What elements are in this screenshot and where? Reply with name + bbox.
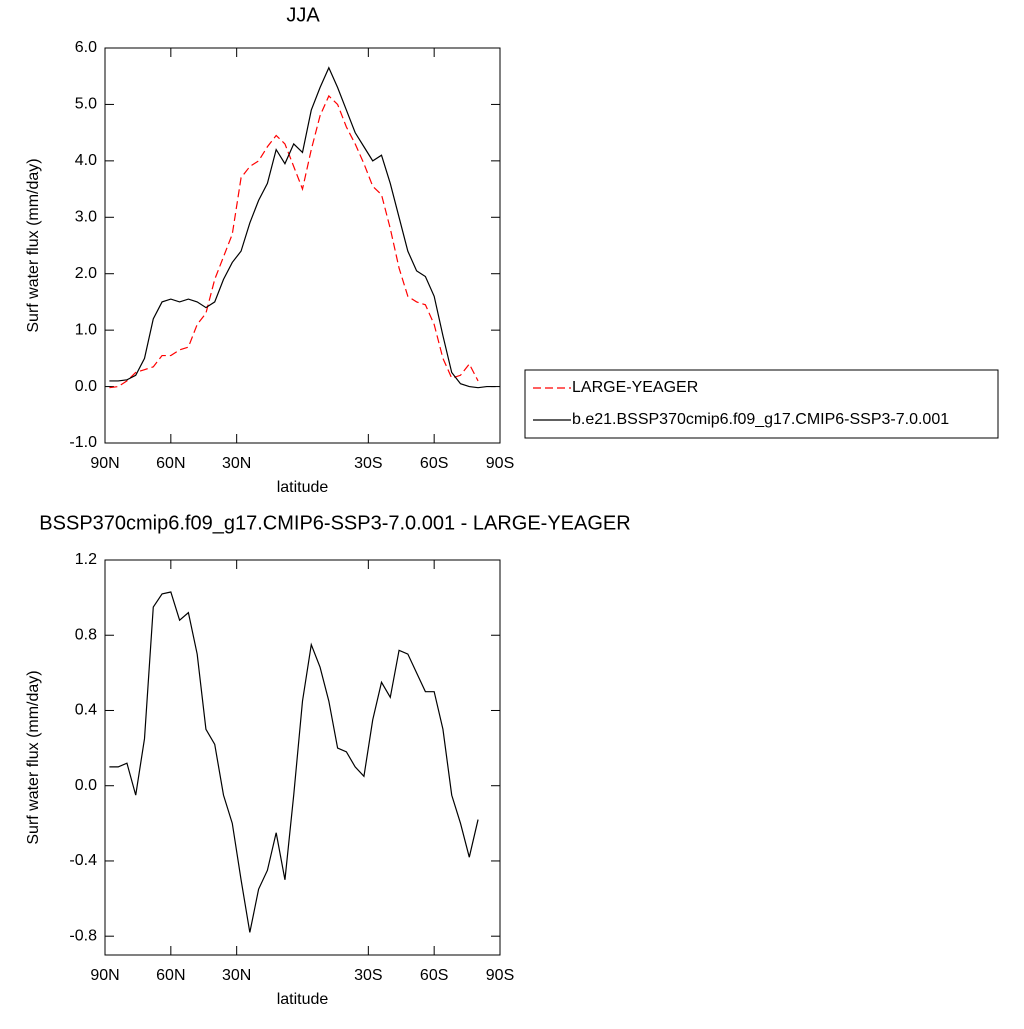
plot-frame — [104, 559, 501, 956]
x-tick-label: 60N — [156, 455, 185, 472]
x-tick-label: 90N — [90, 967, 119, 984]
y-tick-label: 5.0 — [75, 96, 97, 113]
legend-label: b.e21.BSSP370cmip6.f09_g17.CMIP6-SSP3-7.… — [572, 411, 949, 428]
y-tick-label: 1.0 — [75, 321, 97, 338]
plot-frame — [104, 47, 501, 444]
y-tick-label: 4.0 — [75, 152, 97, 169]
data-line — [109, 66, 496, 389]
y-tick-label: 2.0 — [75, 265, 97, 282]
x-tick-label: 90S — [486, 967, 514, 984]
x-tick-label: 90N — [90, 455, 119, 472]
y-tick-label: -0.8 — [69, 927, 97, 944]
chart-title: JJA — [286, 4, 320, 26]
x-tick-label: 60S — [420, 967, 448, 984]
y-tick-label: 1.2 — [75, 551, 97, 568]
legend-box — [524, 369, 999, 439]
x-tick-label: 30S — [354, 967, 382, 984]
y-axis-label: Surf water flux (mm/day) — [25, 670, 42, 844]
chart-title: BSSP370cmip6.f09_g17.CMIP6-SSP3-7.0.001 … — [39, 512, 630, 534]
x-tick-label: 30S — [354, 455, 382, 472]
y-tick-label: 3.0 — [75, 209, 97, 226]
data-line — [109, 94, 479, 389]
y-tick-label: 6.0 — [75, 39, 97, 56]
x-tick-label: 60N — [156, 967, 185, 984]
x-tick-label: 30N — [222, 967, 251, 984]
y-tick-label: -0.4 — [69, 852, 97, 869]
y-tick-label: -1.0 — [69, 434, 97, 451]
x-tick-label: 30N — [222, 455, 251, 472]
data-line — [109, 591, 479, 933]
y-tick-label: 0.4 — [75, 702, 97, 719]
x-tick-label: 90S — [486, 455, 514, 472]
x-axis-label: latitude — [277, 991, 329, 1008]
x-axis-label: latitude — [277, 479, 329, 496]
y-tick-label: 0.0 — [75, 378, 97, 395]
legend-label: LARGE-YEAGER — [572, 379, 698, 396]
y-axis-label: Surf water flux (mm/day) — [25, 158, 42, 332]
x-tick-label: 60S — [420, 455, 448, 472]
y-tick-label: 0.0 — [75, 777, 97, 794]
y-tick-label: 0.8 — [75, 626, 97, 643]
